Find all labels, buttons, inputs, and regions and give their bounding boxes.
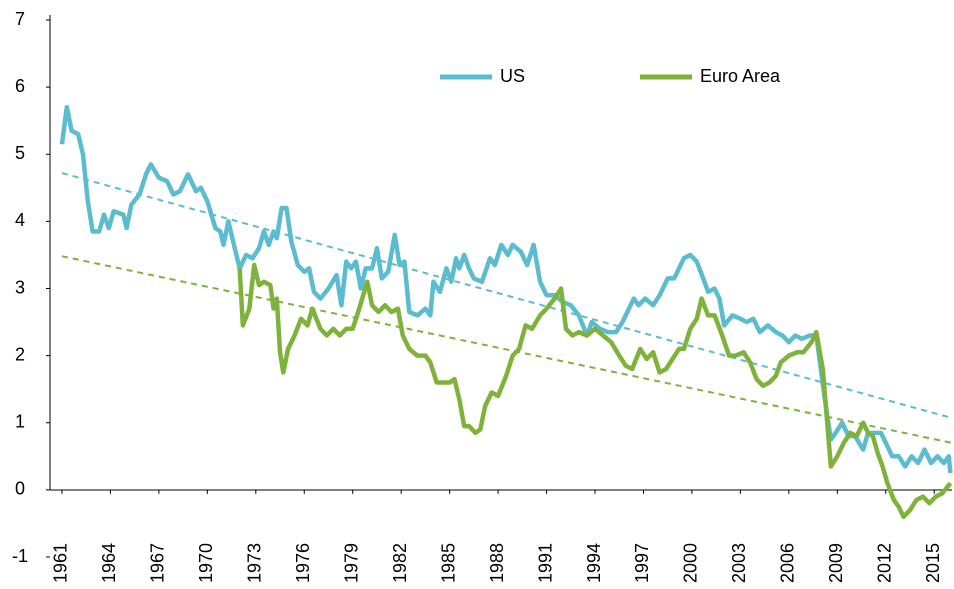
- y-tick-label: 2: [15, 344, 25, 364]
- y-tick-label: 6: [15, 76, 25, 96]
- y-tick-label: 1: [15, 412, 25, 432]
- legend-label: Euro Area: [700, 66, 781, 86]
- y-tick-label: -1: [12, 546, 28, 566]
- x-tick-label: 2000: [681, 543, 701, 583]
- x-tick-label: 1985: [438, 543, 458, 583]
- y-tick-label: 4: [15, 210, 25, 230]
- trend-line: [61, 172, 953, 420]
- x-tick-label: 2015: [923, 543, 943, 583]
- x-tick-label: 1964: [99, 543, 119, 583]
- x-tick-label: 2012: [875, 543, 895, 583]
- y-tick-label: 7: [15, 9, 25, 29]
- y-tick-label: 5: [15, 143, 25, 163]
- x-tick-label: 1982: [390, 543, 410, 583]
- x-tick-label: 1976: [293, 543, 313, 583]
- x-tick-label: 1979: [341, 543, 361, 583]
- x-tick-label: 1997: [632, 543, 652, 583]
- y-tick-label: 3: [15, 277, 25, 297]
- line: [237, 262, 953, 519]
- x-tick-label: 2009: [826, 543, 846, 583]
- trend-line: [61, 255, 953, 444]
- x-tick-label: 2006: [778, 543, 798, 583]
- x-tick-label: 2003: [729, 543, 749, 583]
- x-tick-label: 1961: [51, 543, 71, 583]
- legend-label: US: [500, 66, 525, 86]
- x-tick-label: 1967: [148, 543, 168, 583]
- x-tick-label: 1970: [196, 543, 216, 583]
- x-tick-label: 1988: [487, 543, 507, 583]
- y-tick-label: 0: [15, 479, 25, 499]
- line: [59, 105, 953, 474]
- x-tick-label: 1994: [584, 543, 604, 583]
- x-tick-label: 1991: [535, 543, 555, 583]
- x-tick-label: 1973: [245, 543, 265, 583]
